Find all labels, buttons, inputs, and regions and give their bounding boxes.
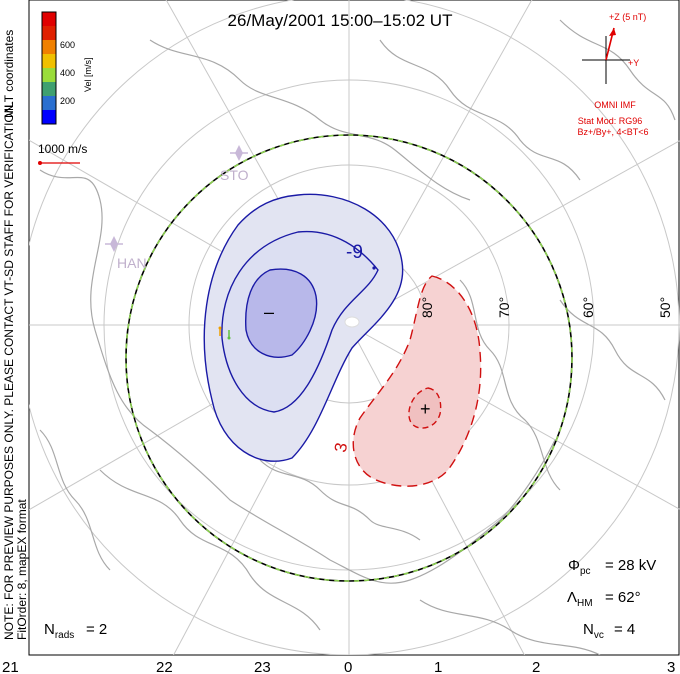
hm-boundary-dash xyxy=(125,134,573,582)
mlt-tick-1: 1 xyxy=(434,659,442,674)
lat-label-80: 80° xyxy=(419,297,435,318)
negative-potential-cell xyxy=(203,193,404,462)
colorbar-tick-600: 600 xyxy=(60,40,75,50)
velocity-scale: 1000 m/s xyxy=(38,142,87,165)
map-title: 26/May/2001 15:00–15:02 UT xyxy=(228,11,453,30)
velocity-colorbar: 600 400 200 Vel [m/s] xyxy=(41,11,93,125)
colorbar-tick-400: 400 xyxy=(60,68,75,78)
lat-label-50: 50° xyxy=(657,297,673,318)
neg-contour-label: -9 xyxy=(346,242,363,263)
pole-marker xyxy=(344,316,360,328)
lat-label-60: 60° xyxy=(580,297,596,318)
station-han-label: HAN xyxy=(117,255,147,271)
phi-pc-value: = 28 kV xyxy=(605,557,656,574)
imf-source: OMNI IMF xyxy=(594,100,636,110)
potential-min-marker: – xyxy=(264,302,274,322)
mlt-tick-3: 3 xyxy=(667,659,675,674)
imf-condition: Bz+/By+, 4<BT<6 xyxy=(577,127,648,137)
positive-potential-cell xyxy=(352,275,482,487)
imf-y-label: +Y xyxy=(628,58,639,68)
station-sto: STO xyxy=(220,145,249,183)
imf-dial: +Z (5 nT) +Y OMNI IMF Stat Mod: RG96 Bz+… xyxy=(577,12,648,137)
lambda-hm-value: = 62° xyxy=(605,589,641,606)
preview-note: NOTE: FOR PREVIEW PURPOSES ONLY. PLEASE … xyxy=(2,101,16,640)
mlt-tick-21: 21 xyxy=(2,659,19,674)
mlt-tick-22: 22 xyxy=(156,659,173,674)
imf-z-label: +Z (5 nT) xyxy=(609,12,646,22)
n-rads-value: = 2 xyxy=(86,621,107,638)
potential-max-marker: + xyxy=(420,399,431,419)
mlt-axis: 21 22 23 0 1 2 3 xyxy=(2,659,675,674)
lat-label-70: 70° xyxy=(496,297,512,318)
imf-model: Stat Mod: RG96 xyxy=(578,116,643,126)
colorbar-label: Vel [m/s] xyxy=(83,57,93,92)
mlt-tick-0: 0 xyxy=(344,659,352,674)
mlt-tick-23: 23 xyxy=(254,659,271,674)
colorbar-tick-200: 200 xyxy=(60,96,75,106)
pos-contour-label: 3 xyxy=(331,441,351,454)
station-sto-label: STO xyxy=(220,167,249,183)
velocity-scale-label: 1000 m/s xyxy=(38,142,87,156)
mlt-coordinates-label: MLT coordinates xyxy=(2,30,16,118)
station-han: HAN xyxy=(105,236,147,271)
mlt-tick-2: 2 xyxy=(532,659,540,674)
n-vc-value: = 4 xyxy=(614,621,635,638)
fit-order-label: FitOrder: 8, mapEX format xyxy=(15,499,29,640)
